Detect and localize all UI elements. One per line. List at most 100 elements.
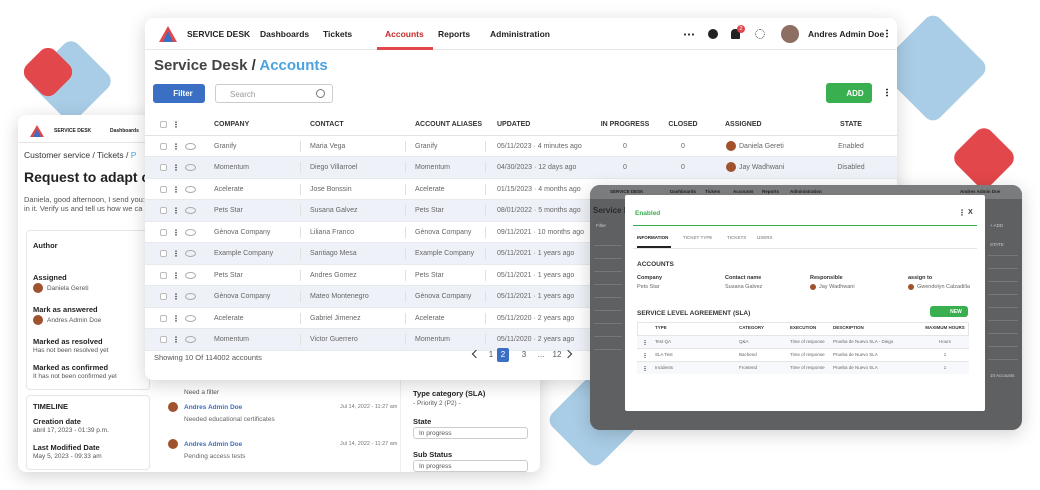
shape bbox=[163, 31, 173, 42]
column-header: COMPANY bbox=[214, 121, 250, 128]
comment-author: Andres Admin Doe bbox=[184, 404, 243, 411]
view-icon[interactable] bbox=[185, 293, 196, 300]
view-icon[interactable] bbox=[185, 228, 196, 236]
view-icon[interactable] bbox=[185, 164, 196, 171]
cell: Example Company bbox=[214, 250, 274, 257]
cell-divider bbox=[300, 291, 301, 302]
assigned: Assigned bbox=[33, 273, 67, 282]
view-icon[interactable] bbox=[185, 185, 196, 193]
cell: 0 bbox=[681, 142, 685, 150]
tab[interactable]: TICKET TYPE bbox=[683, 235, 713, 240]
avatar bbox=[168, 439, 178, 449]
page-number[interactable]: ... bbox=[537, 350, 545, 359]
view-icon[interactable] bbox=[185, 207, 196, 214]
cell: Diego Villarroel bbox=[310, 164, 358, 171]
field-label: Contact name bbox=[725, 275, 762, 281]
page-number[interactable]: 1 bbox=[488, 350, 494, 359]
nav-item[interactable]: Administration bbox=[490, 29, 550, 39]
kebab bbox=[175, 335, 177, 344]
sub-status: Sub Status bbox=[413, 450, 453, 459]
cell-divider bbox=[405, 162, 406, 173]
table-row[interactable]: Granify Maria Vega Granify 05/11/2023 · 4 m… bbox=[145, 135, 897, 157]
modified: Last Modified Date bbox=[33, 443, 100, 452]
kebab bbox=[175, 142, 177, 150]
filter: Filter bbox=[596, 223, 606, 228]
bg-row bbox=[594, 323, 622, 324]
add-button[interactable]: ADD bbox=[826, 83, 872, 103]
kebab bbox=[175, 206, 177, 215]
page-number[interactable]: 2 bbox=[497, 348, 509, 362]
account-detail-window: SERVICE DESK Dashboards Tickets Accounts Rep… bbox=[590, 185, 1022, 430]
tab-underline bbox=[637, 246, 671, 248]
sla-cell: Test QA bbox=[655, 339, 672, 344]
cell-divider bbox=[300, 226, 301, 238]
page-number[interactable]: 3 bbox=[521, 350, 527, 359]
nav-item[interactable]: Reports bbox=[438, 29, 471, 39]
cell-divider bbox=[405, 269, 406, 281]
cell-divider bbox=[300, 205, 301, 216]
cell-divider bbox=[405, 248, 406, 259]
tab[interactable]: TICKETS bbox=[727, 235, 747, 240]
page-number[interactable]: 12 bbox=[552, 350, 562, 359]
tab[interactable]: INFORMATION bbox=[637, 235, 669, 240]
cell: Andres Gomez bbox=[310, 271, 357, 279]
cell: Jose Bonssin bbox=[310, 185, 352, 193]
cell: 05/11/2021 · 1 years ago bbox=[497, 250, 575, 257]
kebab bbox=[644, 339, 646, 346]
sla-header: EXECUTION bbox=[790, 325, 817, 330]
cell: 05/11/2021 · 1 years ago bbox=[497, 293, 575, 300]
sla-row bbox=[637, 361, 969, 374]
nav-item[interactable]: Accounts bbox=[385, 29, 424, 39]
next-page[interactable] bbox=[563, 349, 573, 359]
tab[interactable]: USERS bbox=[757, 235, 773, 240]
cell-divider bbox=[485, 248, 486, 259]
brand[interactable]: SERVICE DESK bbox=[187, 29, 251, 39]
checkbox bbox=[160, 142, 167, 150]
cell: Momentum bbox=[214, 164, 250, 171]
nav-active-underline bbox=[377, 47, 433, 50]
type-category: Type category (SLA) bbox=[413, 389, 486, 398]
view-icon[interactable] bbox=[185, 250, 196, 257]
sla-cell: SLA Test bbox=[655, 352, 673, 357]
cell: Gènova Company bbox=[415, 228, 472, 236]
close[interactable]: X bbox=[968, 209, 973, 216]
new-button[interactable]: NEW bbox=[930, 306, 968, 317]
cell-divider bbox=[300, 248, 301, 259]
sla-header: MAXIMUM HOURS bbox=[925, 325, 965, 330]
prev-page[interactable] bbox=[471, 349, 481, 359]
cell: Daniela Gereti bbox=[739, 142, 784, 150]
bg-row bbox=[594, 245, 622, 246]
view-icon[interactable] bbox=[185, 336, 196, 343]
count: 10 Accounts bbox=[990, 373, 1015, 378]
cell: 05/11/2021 · 1 years ago bbox=[497, 271, 575, 279]
cell: Victor Guerrero bbox=[310, 336, 358, 343]
cell-divider bbox=[405, 140, 406, 152]
search-input[interactable]: Search bbox=[215, 84, 333, 103]
field-value: Pets Star bbox=[637, 284, 660, 290]
table-row[interactable]: Momentum Diego Villarroel Momentum 04/30/20… bbox=[145, 157, 897, 179]
checkbox bbox=[160, 293, 167, 300]
decor-diamond bbox=[950, 124, 1018, 192]
checkbox bbox=[160, 185, 167, 193]
comment-author: Andres Admin Doe bbox=[184, 441, 243, 448]
item: Dashboards bbox=[110, 128, 139, 134]
view-icon[interactable] bbox=[185, 142, 196, 150]
cell: 0 bbox=[623, 142, 627, 150]
cell: Momentum bbox=[415, 164, 451, 171]
sla-title: SERVICE LEVEL AGREEMENT (SLA) bbox=[637, 310, 751, 317]
cell: Jay Wadhwani bbox=[739, 164, 785, 171]
cell-divider bbox=[300, 183, 301, 195]
cell: 04/30/2023 · 12 days ago bbox=[497, 164, 577, 171]
view-icon[interactable] bbox=[185, 271, 196, 279]
nav-item[interactable]: Tickets bbox=[323, 29, 353, 39]
nav-item[interactable]: Dashboards bbox=[260, 29, 310, 39]
av bbox=[33, 283, 43, 293]
cell: Acelerate bbox=[415, 314, 445, 322]
cell: 0 bbox=[623, 164, 627, 171]
view-icon[interactable] bbox=[185, 314, 196, 322]
notifications: 2 bbox=[737, 25, 745, 33]
kebab bbox=[175, 120, 177, 129]
shape bbox=[316, 89, 325, 98]
filter-button[interactable]: Filter bbox=[153, 84, 205, 103]
column-header: ASSIGNED bbox=[725, 121, 762, 128]
